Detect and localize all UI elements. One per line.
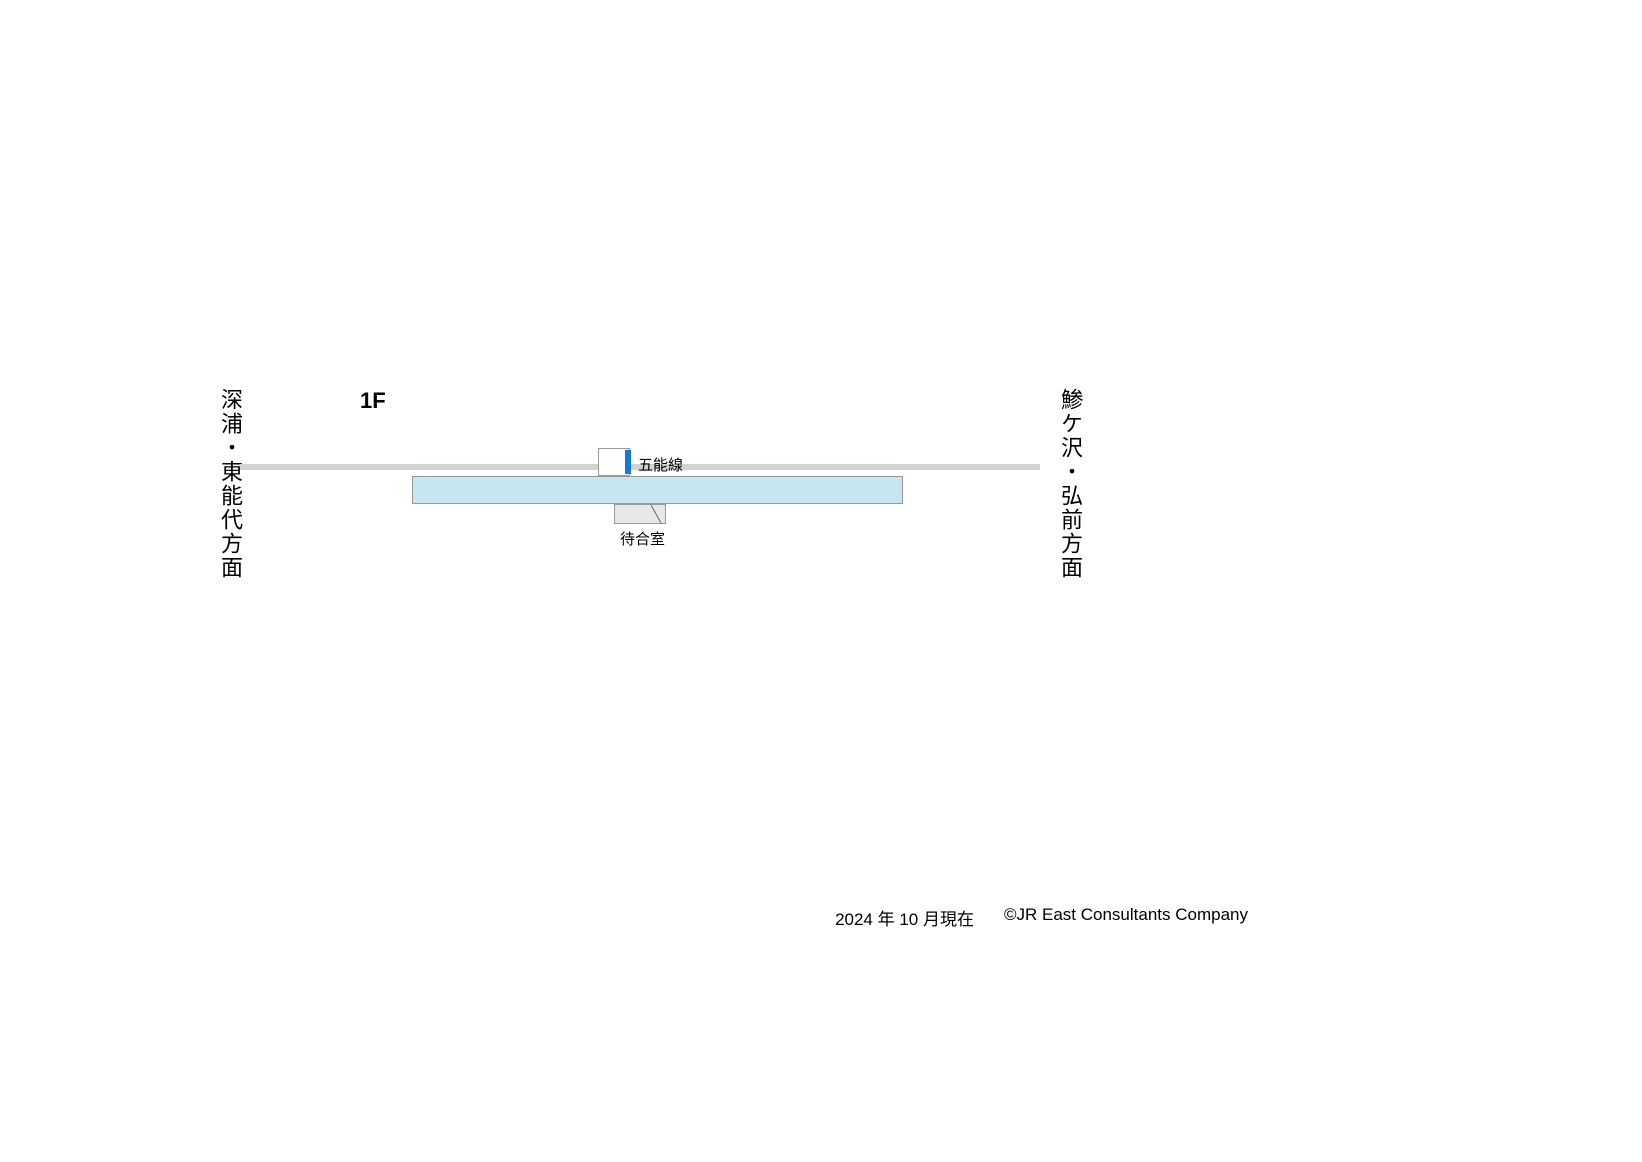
- footer-copyright: ©JR East Consultants Company: [1004, 905, 1248, 930]
- left-direction-label: 深浦・東能代方面: [214, 388, 246, 580]
- station-diagram: 深浦・東能代方面 鯵ケ沢・弘前方面 1F 五能線 待合室 2024 年 10 月…: [0, 0, 1642, 1162]
- line-name-label: 五能線: [638, 454, 683, 475]
- station-marker: [625, 450, 631, 474]
- door-icon: [651, 505, 665, 523]
- right-direction-label: 鯵ケ沢・弘前方面: [1054, 388, 1086, 580]
- footer-date: 2024 年 10 月現在: [835, 905, 974, 930]
- platform: [412, 476, 903, 504]
- waiting-room-label: 待合室: [620, 528, 665, 549]
- floor-label: 1F: [360, 388, 386, 414]
- footer: 2024 年 10 月現在 ©JR East Consultants Compa…: [835, 905, 1248, 930]
